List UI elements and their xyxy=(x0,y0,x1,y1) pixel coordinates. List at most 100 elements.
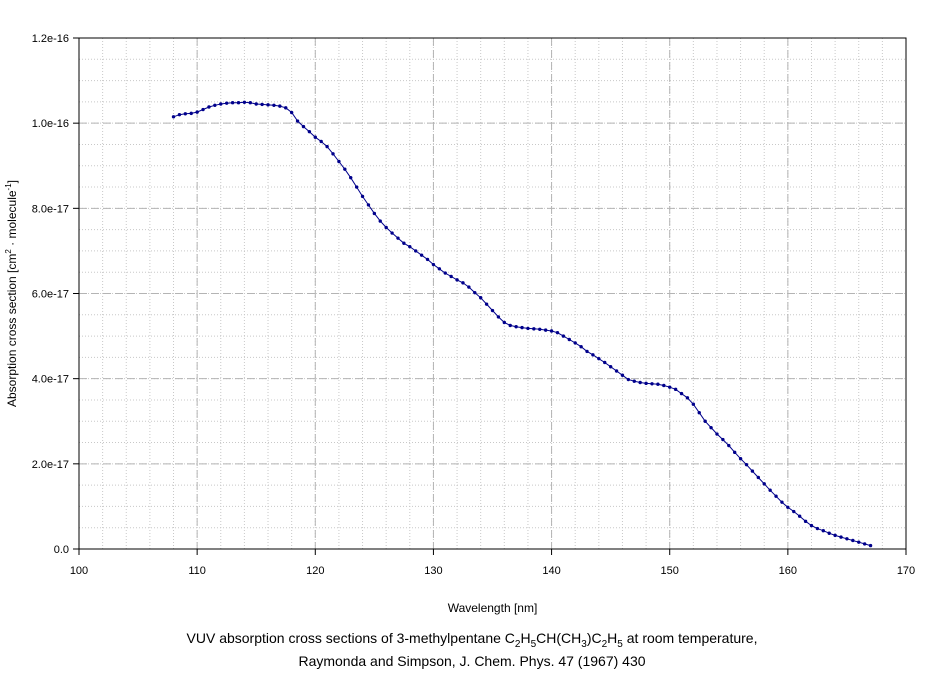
x-tick-label: 160 xyxy=(779,565,797,577)
y-axis-title-part: · molecule xyxy=(5,190,19,249)
y-axis: 0.0 2.0e-17 4.0e-17 6.0e-17 8.0e-17 1.0e-16 1.… xyxy=(32,33,79,556)
data-point xyxy=(402,241,406,245)
data-point xyxy=(313,135,317,139)
major-grid xyxy=(78,37,907,550)
data-point xyxy=(803,519,808,524)
x-tick-label: 140 xyxy=(542,565,560,577)
data-point xyxy=(685,396,690,400)
data-point xyxy=(780,500,784,504)
data-point xyxy=(425,257,430,262)
data-point xyxy=(508,323,512,328)
data-point xyxy=(360,194,365,199)
data-point xyxy=(354,185,359,189)
data-point xyxy=(815,526,820,531)
data-point xyxy=(189,111,193,116)
data-point xyxy=(555,330,560,335)
data-point xyxy=(414,249,418,253)
data-point xyxy=(561,334,566,338)
data-point xyxy=(467,285,471,289)
data-point xyxy=(668,385,672,389)
data-point xyxy=(656,382,660,386)
caption-subscript: 2 xyxy=(601,638,608,650)
data-point xyxy=(851,538,855,543)
data-point xyxy=(679,391,684,396)
data-point xyxy=(526,326,530,331)
data-point xyxy=(319,139,323,144)
caption-subscript: 3 xyxy=(581,638,587,650)
data-point xyxy=(177,112,182,117)
data-point xyxy=(484,302,489,306)
x-tick-label: 120 xyxy=(306,565,324,577)
data-point xyxy=(738,457,743,461)
x-tick-label: 100 xyxy=(70,565,88,577)
data-point xyxy=(307,129,312,134)
data-point xyxy=(532,327,536,331)
data-point xyxy=(756,475,761,480)
data-point xyxy=(608,365,613,369)
y-tick-label: 6.0e-17 xyxy=(32,289,69,301)
data-point xyxy=(378,219,382,223)
data-point xyxy=(809,523,814,528)
chart: 100 110 120 130 140 150 160 170 0.0 2.0e-17 4.0e-… xyxy=(4,33,915,615)
data-point xyxy=(520,325,524,330)
data-point xyxy=(260,102,264,107)
caption-line-2: Raymonda and Simpson, J. Chem. Phys. 47 … xyxy=(298,653,646,669)
y-tick-label: 1.0e-16 xyxy=(32,118,69,130)
y-tick-label: 0.0 xyxy=(54,544,69,556)
y-tick-label: 4.0e-17 xyxy=(32,374,69,386)
data-point xyxy=(644,381,648,386)
y-axis-title-sup: 2 xyxy=(4,249,13,254)
data-point xyxy=(213,103,217,107)
data-point xyxy=(408,244,412,249)
data-point xyxy=(278,104,282,108)
data-point xyxy=(573,341,577,345)
data-point xyxy=(337,159,341,164)
data-point xyxy=(295,119,300,123)
data-point xyxy=(691,402,696,406)
data-point xyxy=(774,494,778,498)
y-axis-title: Absorption cross section [cm2 · molecule… xyxy=(4,180,19,407)
data-point xyxy=(585,349,589,354)
data-point xyxy=(732,450,737,455)
data-point xyxy=(461,281,465,285)
data-point xyxy=(768,488,772,492)
series-line xyxy=(173,101,871,547)
caption-text: H xyxy=(520,630,531,646)
data-point xyxy=(230,101,235,105)
data-point xyxy=(709,425,713,430)
data-point xyxy=(591,353,595,357)
data-point xyxy=(183,112,188,116)
data-point xyxy=(750,469,755,473)
data-point xyxy=(242,100,247,105)
data-point xyxy=(614,369,619,373)
data-point xyxy=(514,325,518,329)
data-point xyxy=(390,231,394,235)
data-point xyxy=(219,102,223,106)
data-point xyxy=(567,337,571,342)
x-tick-label: 170 xyxy=(897,565,915,577)
data-point xyxy=(289,110,294,115)
data-point xyxy=(703,419,707,423)
data-point xyxy=(603,360,607,365)
data-point xyxy=(372,211,377,216)
data-point xyxy=(325,144,329,149)
data-point xyxy=(502,320,507,325)
caption-subscript: 5 xyxy=(617,638,623,650)
data-point xyxy=(632,379,636,383)
data-point xyxy=(543,328,548,332)
data-point xyxy=(839,535,843,539)
data-point xyxy=(638,380,642,385)
data-point xyxy=(236,101,241,105)
caption-text: at room temperature, xyxy=(622,630,758,646)
data-point xyxy=(715,432,719,436)
y-axis-title-part: ] xyxy=(5,180,19,183)
x-tick-label: 150 xyxy=(661,565,679,577)
data-point xyxy=(449,274,453,279)
caption-text: CH(CH xyxy=(536,630,582,646)
data-point xyxy=(478,296,483,300)
caption-text: )C xyxy=(586,630,602,646)
data-point xyxy=(626,377,631,382)
series-layer xyxy=(171,100,873,548)
data-point xyxy=(620,373,625,377)
x-axis-title: Wavelength [nm] xyxy=(448,601,538,615)
